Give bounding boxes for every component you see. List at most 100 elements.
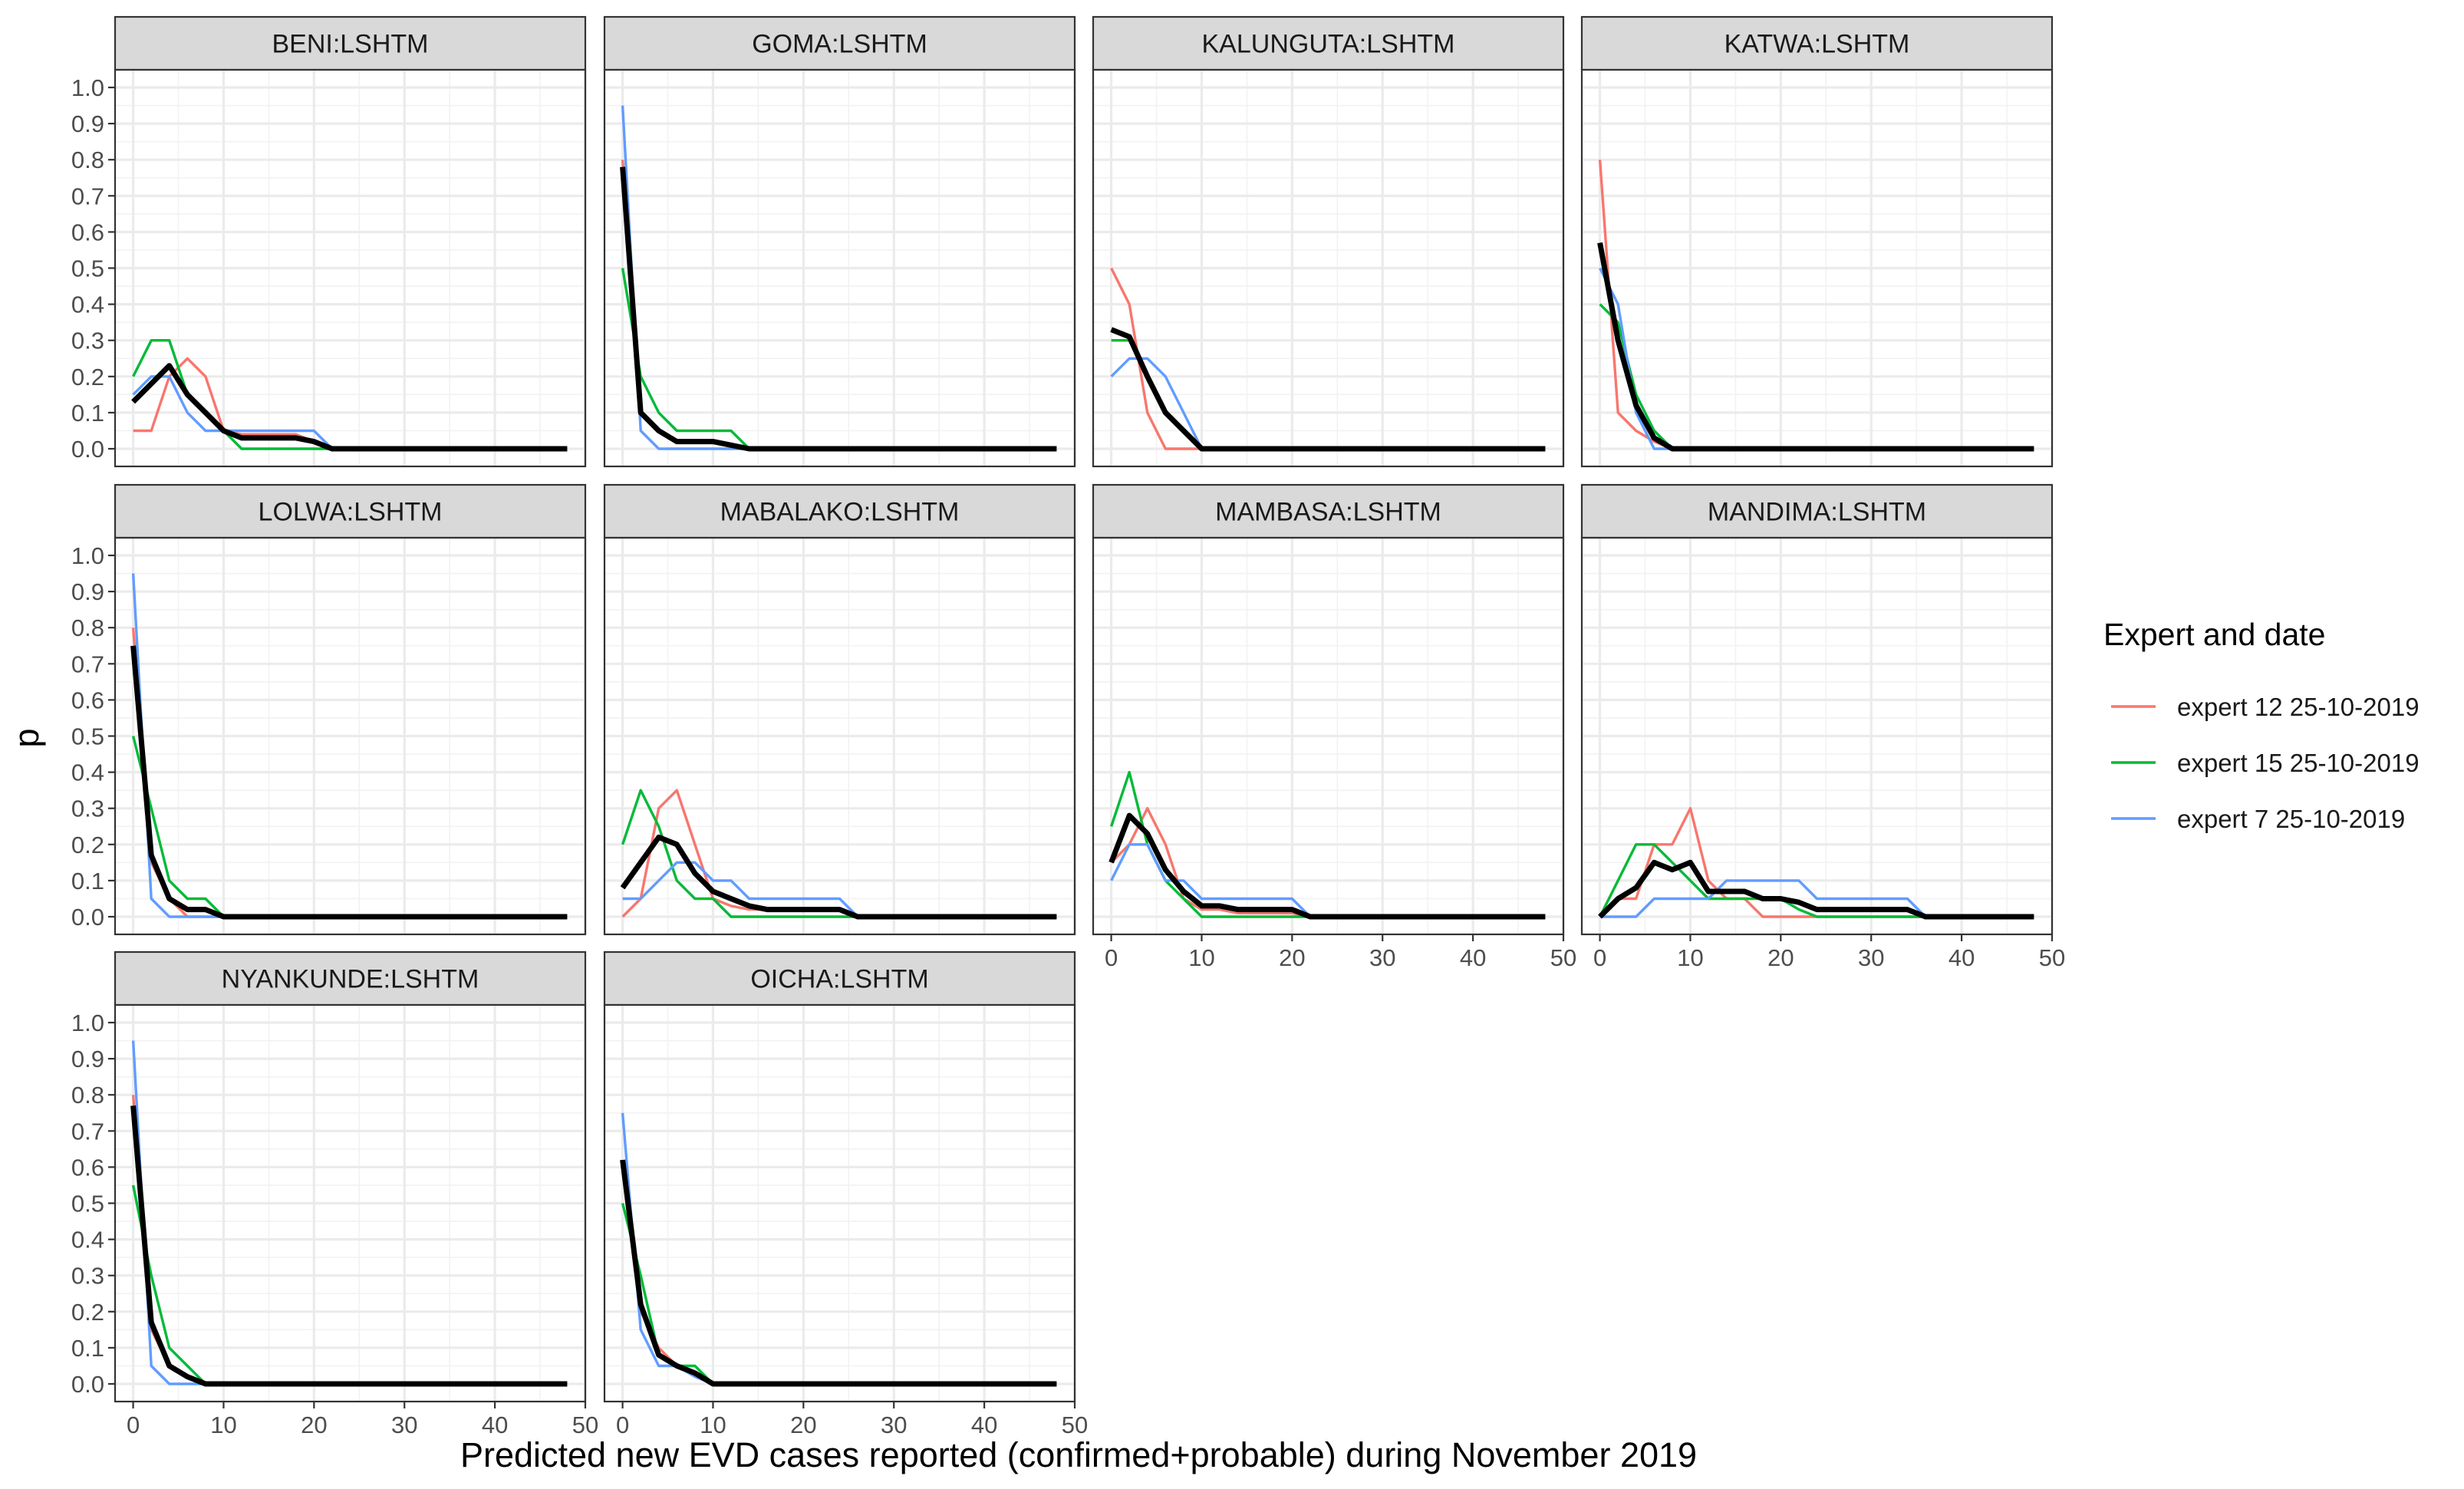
x-tick-label: 10 — [1188, 944, 1214, 971]
panel-strip-nyankunde-lshtm — [114, 950, 587, 1006]
y-tick-label: 0.9 — [71, 110, 104, 137]
panel-kalunguta-lshtm: KALUNGUTA:LSHTM — [1092, 15, 1565, 468]
panel-strip-goma-lshtm — [603, 15, 1076, 71]
panel-strip-mabalako-lshtm — [603, 483, 1076, 539]
aggregate-line-mandima-lshtm — [1598, 859, 2034, 920]
panel-strip-label-nyankunde-lshtm: NYANKUNDE:LSHTM — [222, 965, 479, 994]
y-tick-label: 1.0 — [71, 74, 104, 101]
y-tick-label: 0.9 — [71, 1046, 104, 1072]
legend-label-expert-12-25-10-2019: expert 12 25-10-2019 — [2177, 693, 2420, 721]
x-tick-label: 10 — [1677, 944, 1703, 971]
y-tick-label: 0.2 — [71, 1299, 104, 1326]
x-tick-label: 0 — [616, 1412, 629, 1438]
panel-strip-mandima-lshtm — [1580, 483, 2054, 539]
x-tick-label: 40 — [482, 1412, 508, 1438]
y-tick-label: 0.0 — [71, 904, 104, 931]
panel-mabalako-lshtm: MABALAKO:LSHTM — [603, 483, 1076, 936]
y-axis-title: p — [7, 728, 46, 747]
panel-border-kalunguta-lshtm — [1092, 68, 1565, 468]
panel-strip-label-mambasa-lshtm: MAMBASA:LSHTM — [1215, 498, 1441, 527]
panel-strip-lolwa-lshtm — [114, 483, 587, 539]
aggregate-line-goma-lshtm — [620, 166, 1057, 452]
y-tick-label: 0.5 — [71, 1191, 104, 1217]
y-tick-label: 0.0 — [71, 436, 104, 463]
panel-strip-label-mabalako-lshtm: MABALAKO:LSHTM — [720, 498, 960, 527]
x-tick-label: 40 — [1948, 944, 1975, 971]
aggregate-line-beni-lshtm — [131, 363, 568, 452]
y-tick-label: 1.0 — [71, 542, 104, 569]
x-tick-label: 30 — [881, 1412, 907, 1438]
x-tick-label: 0 — [1105, 944, 1118, 971]
y-tick-label: 0.4 — [71, 1227, 104, 1253]
y-tick-label: 0.8 — [71, 614, 104, 641]
legend: Expert and date expert 12 25-10-2019expe… — [2103, 617, 2420, 833]
panel-border-goma-lshtm — [603, 68, 1076, 468]
y-tick-label: 0.1 — [71, 868, 104, 894]
panel-strip-label-kalunguta-lshtm: KALUNGUTA:LSHTM — [1202, 30, 1455, 59]
series-line-expert-7-25-10-2019-mambasa-lshtm — [1110, 843, 1546, 918]
legend-label-expert-7-25-10-2019: expert 7 25-10-2019 — [2177, 805, 2405, 833]
panel-strip-label-oicha-lshtm: OICHA:LSHTM — [750, 965, 928, 994]
y-tick-label: 0.2 — [71, 364, 104, 390]
x-tick-label: 10 — [700, 1412, 726, 1438]
y-tick-label: 0.2 — [71, 832, 104, 858]
x-tick-label: 50 — [2039, 944, 2065, 971]
panel-strip-label-beni-lshtm: BENI:LSHTM — [272, 30, 428, 59]
aggregate-line-oicha-lshtm — [620, 1159, 1057, 1387]
panel-mambasa-lshtm: MAMBASA:LSHTM 0 10 20 30 40 50 — [1092, 483, 1576, 971]
x-tick-label: 50 — [572, 1412, 598, 1438]
legend-entries: expert 12 25-10-2019 expert 15 25-10-2019… — [2111, 693, 2420, 833]
y-tick-label: 0.6 — [71, 219, 104, 245]
y-tick-label: 0.7 — [71, 1118, 104, 1145]
panel-goma-lshtm: GOMA:LSHTM — [603, 15, 1076, 468]
aggregate-line-kalunguta-lshtm — [1110, 327, 1546, 452]
x-tick-label: 20 — [301, 1412, 327, 1438]
series-line-expert-15-25-10-2019-beni-lshtm — [132, 339, 568, 450]
series-line-expert-15-25-10-2019-goma-lshtm — [621, 268, 1057, 450]
y-tick-label: 0.1 — [71, 400, 104, 427]
legend-title: Expert and date — [2103, 617, 2325, 652]
panels-layer: BENI:LSHTM 0.0 0.1 0.2 0.3 0.4 0.5 0.6 0.7 0.8 0.9… — [71, 15, 2065, 1438]
y-tick-label: 0.3 — [71, 1263, 104, 1290]
panel-lolwa-lshtm: LOLWA:LSHTM 0.0 0.1 0.2 0.3 0.4 0.5 0.6 0.7 0.8 0.… — [71, 483, 587, 936]
y-tick-label: 0.3 — [71, 796, 104, 822]
panel-border-oicha-lshtm — [603, 1003, 1076, 1403]
panel-border-mambasa-lshtm — [1092, 536, 1565, 936]
y-tick-label: 0.9 — [71, 578, 104, 605]
series-line-expert-7-25-10-2019-mandima-lshtm — [1599, 879, 2034, 918]
panel-katwa-lshtm: KATWA:LSHTM — [1580, 15, 2054, 468]
x-tick-label: 20 — [790, 1412, 816, 1438]
panel-nyankunde-lshtm: NYANKUNDE:LSHTM 0.0 0.1 0.2 0.3 0.4 0.5 0.6 0.7 0… — [71, 950, 598, 1438]
panel-border-katwa-lshtm — [1580, 68, 2054, 468]
x-axis-title: Predicted new EVD cases reported (confir… — [460, 1435, 1697, 1474]
x-tick-label: 40 — [1460, 944, 1486, 971]
x-tick-label: 30 — [1369, 944, 1395, 971]
panel-mandima-lshtm: MANDIMA:LSHTM 0 10 20 30 40 50 — [1580, 483, 2065, 971]
x-tick-label: 0 — [127, 1412, 140, 1438]
aggregate-line-katwa-lshtm — [1597, 242, 2034, 452]
x-tick-label: 0 — [1593, 944, 1606, 971]
panel-border-mandima-lshtm — [1580, 536, 2054, 936]
x-tick-label: 50 — [1062, 1412, 1088, 1438]
y-tick-label: 0.5 — [71, 255, 104, 282]
x-tick-label: 20 — [1279, 944, 1305, 971]
panel-strip-beni-lshtm — [114, 15, 587, 71]
panel-strip-mambasa-lshtm — [1092, 483, 1565, 539]
x-tick-label: 30 — [1858, 944, 1884, 971]
panel-beni-lshtm: BENI:LSHTM 0.0 0.1 0.2 0.3 0.4 0.5 0.6 0.7 0.8 0.9… — [71, 15, 587, 468]
y-tick-label: 0.6 — [71, 1154, 104, 1181]
x-tick-label: 50 — [1550, 944, 1576, 971]
y-tick-label: 0.3 — [71, 328, 104, 354]
x-tick-label: 40 — [971, 1412, 997, 1438]
aggregate-line-mabalako-lshtm — [620, 834, 1057, 920]
panel-strip-label-goma-lshtm: GOMA:LSHTM — [752, 30, 927, 59]
y-tick-label: 0.1 — [71, 1335, 104, 1362]
x-tick-label: 20 — [1767, 944, 1794, 971]
y-tick-label: 0.4 — [71, 292, 104, 318]
panel-strip-label-lolwa-lshtm: LOLWA:LSHTM — [259, 498, 443, 527]
y-tick-label: 0.0 — [71, 1371, 104, 1398]
series-line-expert-15-25-10-2019-mabalako-lshtm — [621, 789, 1057, 918]
y-tick-label: 0.5 — [71, 723, 104, 750]
x-tick-label: 10 — [210, 1412, 236, 1438]
